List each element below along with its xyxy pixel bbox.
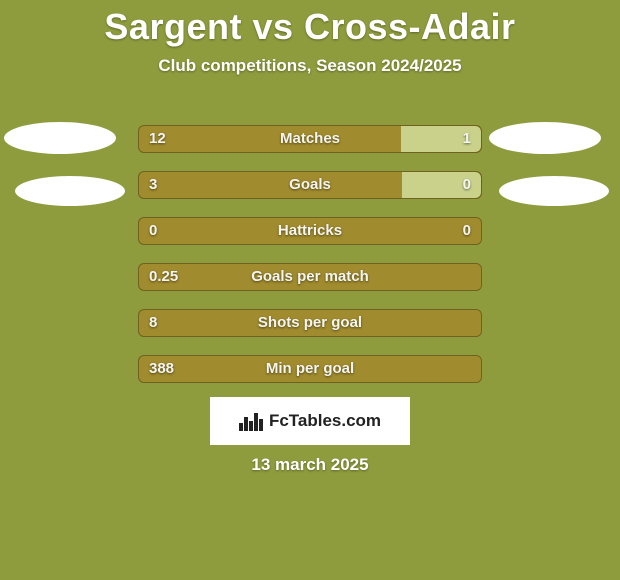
comparison-bars: Matches121Goals30Hattricks00Goals per ma… bbox=[138, 125, 482, 401]
stat-label: Min per goal bbox=[139, 356, 481, 383]
stat-value-left: 12 bbox=[149, 126, 166, 153]
player-photo-placeholder bbox=[489, 122, 601, 154]
stat-row: Goals3 0 bbox=[138, 171, 482, 199]
stat-label: Shots per goal bbox=[139, 310, 481, 337]
player-photo-placeholder bbox=[4, 122, 116, 154]
player-photo-placeholder bbox=[15, 176, 125, 206]
subtitle: Club competitions, Season 2024/2025 bbox=[0, 56, 620, 76]
stat-row: Goals per match0.25 bbox=[138, 263, 482, 291]
fctables-logo: FcTables.com bbox=[210, 397, 410, 445]
stat-value-right: 1 bbox=[463, 126, 471, 153]
stat-value-left: 0.25 bbox=[149, 264, 178, 291]
player-photo-placeholder bbox=[499, 176, 609, 206]
stat-value-left: 388 bbox=[149, 356, 174, 383]
stat-value-right: 0 bbox=[463, 172, 471, 199]
stat-label: Goals bbox=[139, 172, 481, 199]
stat-row: Min per goal388 bbox=[138, 355, 482, 383]
stat-label: Hattricks bbox=[139, 218, 481, 245]
stat-row: Hattricks0 0 bbox=[138, 217, 482, 245]
bar-chart-icon bbox=[239, 411, 263, 431]
stat-value-right: 0 bbox=[463, 218, 471, 245]
stat-label: Goals per match bbox=[139, 264, 481, 291]
logo-text: FcTables.com bbox=[269, 411, 381, 431]
footer-date: 13 march 2025 bbox=[0, 455, 620, 475]
stat-value-left: 8 bbox=[149, 310, 157, 337]
stat-value-left: 0 bbox=[149, 218, 157, 245]
stat-value-left: 3 bbox=[149, 172, 157, 199]
page-title: Sargent vs Cross-Adair bbox=[0, 0, 620, 48]
stat-row: Matches12 1 bbox=[138, 125, 482, 153]
stat-row: Shots per goal8 bbox=[138, 309, 482, 337]
stat-label: Matches bbox=[139, 126, 481, 153]
